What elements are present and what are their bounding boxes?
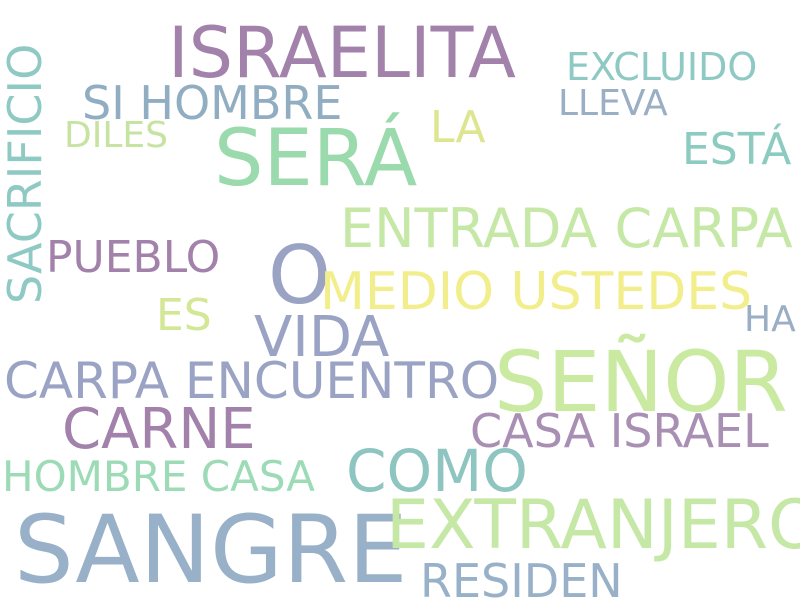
- word-pueblo: PUEBLO: [46, 232, 221, 283]
- word-casa-israel: CASA ISRAEL: [470, 404, 769, 458]
- word-sera: SERÁ: [214, 114, 418, 204]
- word-carpa-encuentro: CARPA ENCUENTRO: [4, 352, 500, 410]
- word-entrada-carpa: ENTRADA CARPA: [340, 197, 793, 260]
- word-hombre-casa: HOMBRE CASA: [2, 452, 315, 501]
- word-como: COMO: [346, 437, 528, 505]
- word-esta: ESTÁ: [682, 124, 792, 175]
- word-es: ES: [156, 290, 212, 341]
- word-senor: SEÑOR: [494, 333, 788, 431]
- word-la: LA: [430, 102, 486, 153]
- word-israelita: ISRAELITA: [168, 12, 516, 94]
- word-residen: RESIDEN: [420, 554, 623, 600]
- word-diles: DILES: [64, 115, 168, 156]
- word-sangre: SANGRE: [14, 496, 408, 600]
- word-medio-ustedes: MEDIO USTEDES: [320, 262, 753, 322]
- word-sacrificio: SACRIFICIO: [0, 43, 52, 304]
- word-si-hombre: SI HOMBRE: [82, 76, 343, 130]
- word-excluido: EXCLUIDO: [566, 45, 758, 89]
- word-vida: VIDA: [254, 305, 390, 370]
- word-carne: CARNE: [62, 397, 256, 462]
- word-o: O: [268, 229, 331, 322]
- word-ha: HA: [744, 299, 796, 340]
- word-extranjero: EXTRANJERO: [386, 486, 800, 565]
- word-lleva: LLEVA: [558, 83, 668, 124]
